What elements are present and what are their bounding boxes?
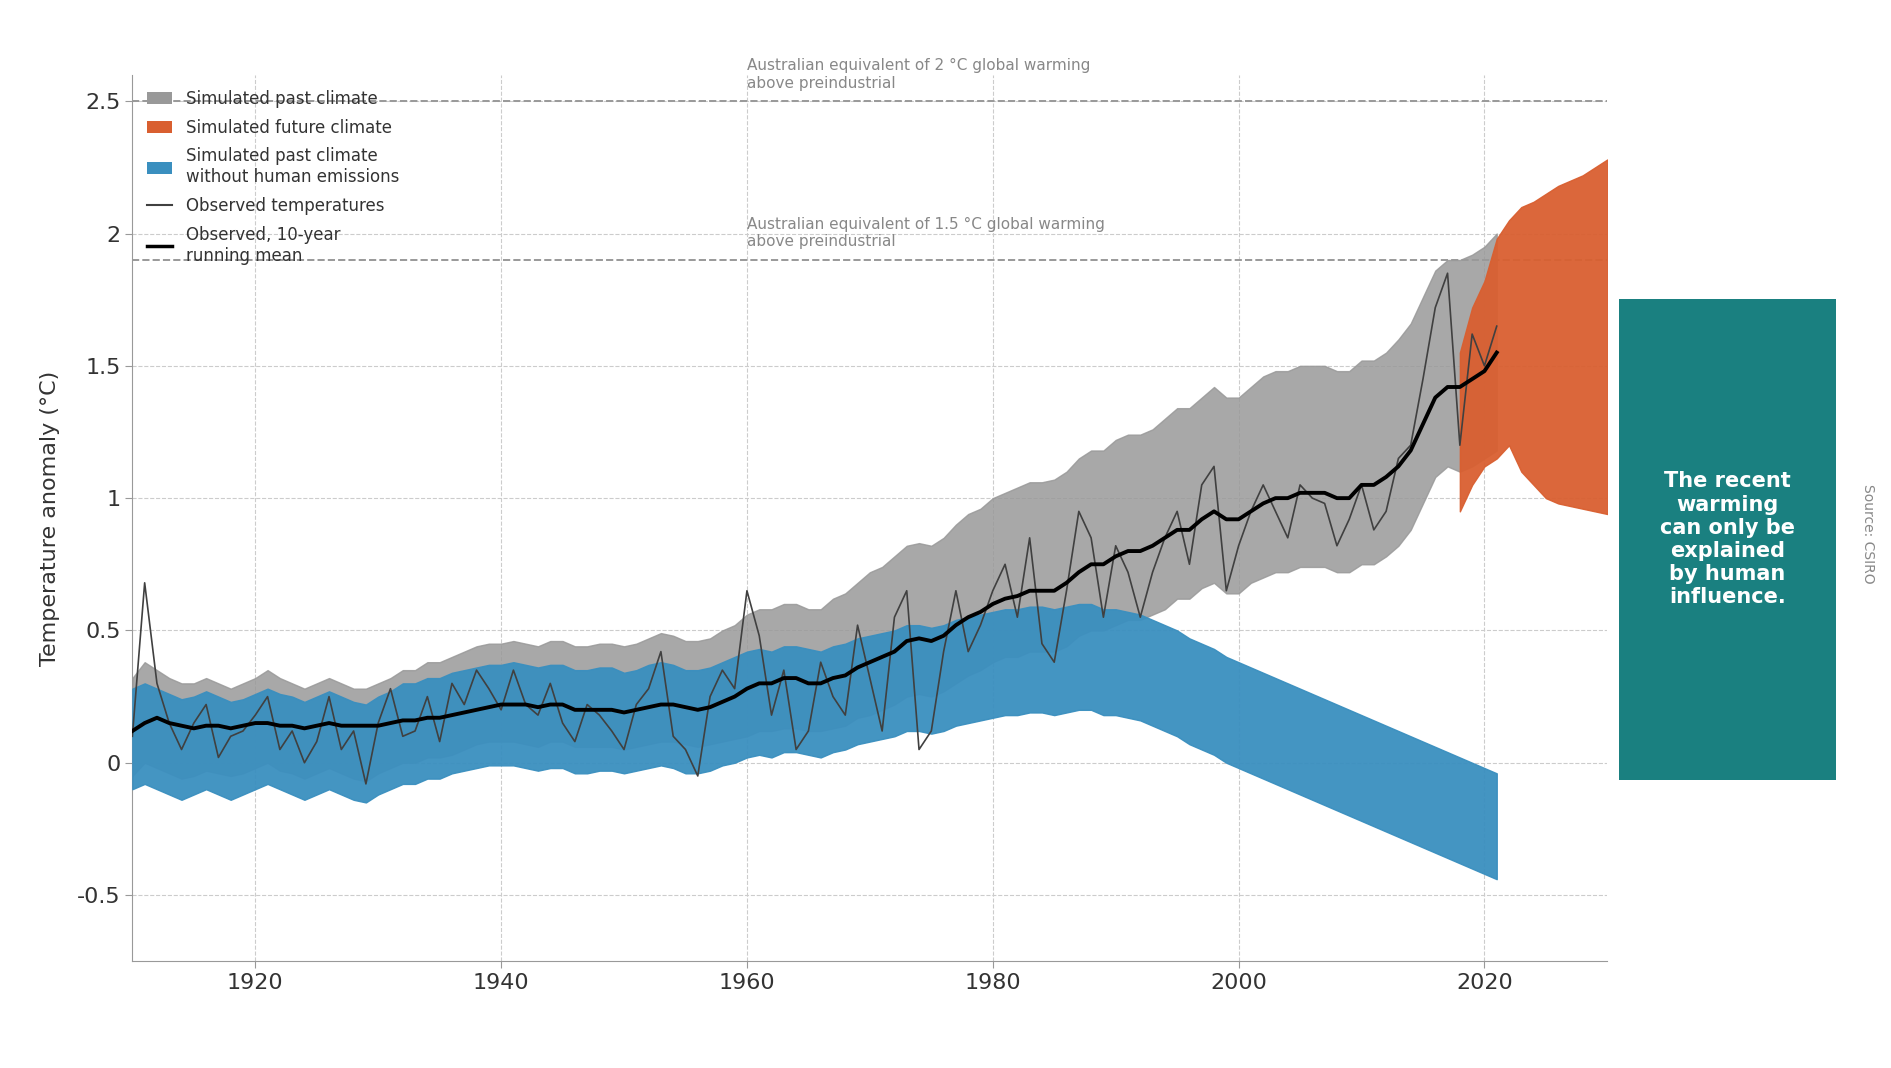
- Text: The recent
warming
can only be
explained
by human
influence.: The recent warming can only be explained…: [1660, 471, 1795, 608]
- Legend: Simulated past climate, Simulated future climate, Simulated past climate
without: Simulated past climate, Simulated future…: [140, 83, 407, 271]
- Y-axis label: Temperature anomaly (°C): Temperature anomaly (°C): [40, 371, 61, 665]
- Text: Source: CSIRO: Source: CSIRO: [1861, 484, 1876, 584]
- Text: Australian equivalent of 2 °C global warming
above preindustrial: Australian equivalent of 2 °C global war…: [747, 59, 1091, 91]
- Text: Australian equivalent of 1.5 °C global warming
above preindustrial: Australian equivalent of 1.5 °C global w…: [747, 217, 1104, 250]
